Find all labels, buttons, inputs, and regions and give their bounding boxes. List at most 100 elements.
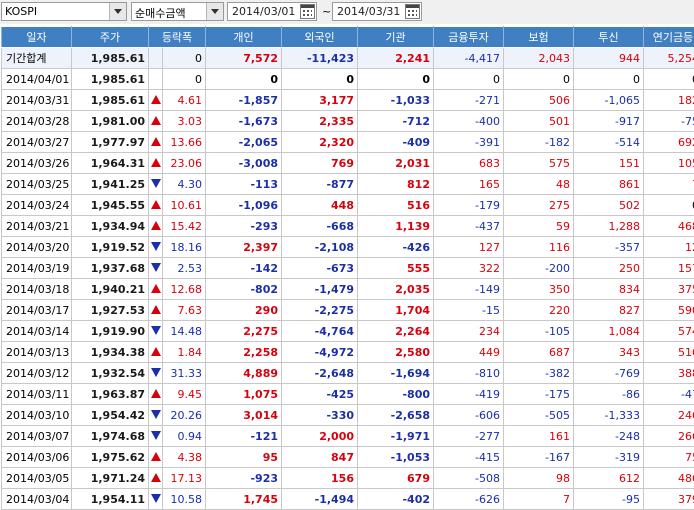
col-header-institution[interactable]: 기관 bbox=[358, 27, 434, 48]
cell-financial-investment: -179 bbox=[434, 195, 504, 216]
col-header-date[interactable]: 일자 bbox=[2, 27, 72, 48]
col-header-change[interactable]: 등락폭 bbox=[149, 27, 206, 48]
cell-foreign: -1,494 bbox=[282, 489, 358, 510]
calendar-icon[interactable] bbox=[300, 4, 315, 19]
cell-institution: 2,580 bbox=[358, 342, 434, 363]
cell-individual: 4,889 bbox=[206, 363, 282, 384]
cell-foreign: -330 bbox=[282, 405, 358, 426]
cell-price: 1,974.68 bbox=[72, 426, 149, 447]
cell-financial-investment: -419 bbox=[434, 384, 504, 405]
cell-institution: 0 bbox=[358, 69, 434, 90]
chevron-down-icon[interactable] bbox=[206, 3, 223, 20]
cell-change: 31.33 bbox=[163, 363, 206, 384]
cell-investment-trust: 944 bbox=[574, 48, 644, 69]
cell-investment-trust: -248 bbox=[574, 426, 644, 447]
cell-financial-investment: -626 bbox=[434, 489, 504, 510]
cell-date: 2014/03/18 bbox=[2, 279, 72, 300]
cell-insurance: 7 bbox=[504, 489, 574, 510]
cell-investment-trust: 250 bbox=[574, 258, 644, 279]
date-from-field[interactable]: 2014/03/01 bbox=[227, 2, 317, 21]
cell-financial-investment: -400 bbox=[434, 111, 504, 132]
cell-foreign: 847 bbox=[282, 447, 358, 468]
cell-change: 23.06 bbox=[163, 153, 206, 174]
cell-change: 0 bbox=[163, 48, 206, 69]
cell-date: 2014/03/19 bbox=[2, 258, 72, 279]
cell-change: 3.03 bbox=[163, 111, 206, 132]
cell-institution: 2,035 bbox=[358, 279, 434, 300]
cell-individual: -142 bbox=[206, 258, 282, 279]
col-header-price[interactable]: 주가 bbox=[72, 27, 149, 48]
cell-foreign: -2,648 bbox=[282, 363, 358, 384]
calendar-icon[interactable] bbox=[405, 4, 420, 19]
cell-price: 1,954.42 bbox=[72, 405, 149, 426]
cell-foreign: -668 bbox=[282, 216, 358, 237]
cell-direction bbox=[149, 90, 163, 111]
cell-pension: -47 bbox=[644, 384, 694, 405]
cell-change: 2.53 bbox=[163, 258, 206, 279]
cell-financial-investment: 322 bbox=[434, 258, 504, 279]
cell-pension: -75 bbox=[644, 111, 694, 132]
chevron-down-icon[interactable] bbox=[109, 3, 126, 20]
cell-institution: -712 bbox=[358, 111, 434, 132]
cell-change: 4.30 bbox=[163, 174, 206, 195]
cell-individual: -113 bbox=[206, 174, 282, 195]
cell-financial-investment: -4,417 bbox=[434, 48, 504, 69]
col-header-insurance[interactable]: 보험 bbox=[504, 27, 574, 48]
cell-individual: 2,258 bbox=[206, 342, 282, 363]
cell-change: 13.66 bbox=[163, 132, 206, 153]
date-to-field[interactable]: 2014/03/31 bbox=[332, 2, 422, 21]
metric-select[interactable]: 순매수금액 bbox=[131, 2, 224, 21]
up-triangle-icon bbox=[151, 221, 161, 230]
col-header-pension[interactable]: 연기금등 bbox=[644, 27, 694, 48]
cell-pension: 516 bbox=[644, 342, 694, 363]
cell-date: 2014/03/14 bbox=[2, 321, 72, 342]
col-header-investment-trust[interactable]: 투신 bbox=[574, 27, 644, 48]
col-header-financial-investment[interactable]: 금융투자 bbox=[434, 27, 504, 48]
cell-price: 1,977.97 bbox=[72, 132, 149, 153]
cell-price: 1,919.90 bbox=[72, 321, 149, 342]
cell-foreign: 2,320 bbox=[282, 132, 358, 153]
cell-individual: -293 bbox=[206, 216, 282, 237]
cell-individual: -2,065 bbox=[206, 132, 282, 153]
market-select[interactable]: KOSPI bbox=[1, 2, 127, 21]
cell-date: 2014/03/21 bbox=[2, 216, 72, 237]
up-triangle-icon bbox=[151, 116, 161, 125]
cell-institution: 812 bbox=[358, 174, 434, 195]
cell-individual: 290 bbox=[206, 300, 282, 321]
cell-pension: 266 bbox=[644, 426, 694, 447]
up-triangle-icon bbox=[151, 137, 161, 146]
cell-date: 기간합계 bbox=[2, 48, 72, 69]
date-range-separator: ~ bbox=[322, 5, 331, 18]
cell-direction bbox=[149, 468, 163, 489]
cell-individual: 95 bbox=[206, 447, 282, 468]
table-row[interactable]: 2014/04/011,985.6100000000 bbox=[2, 69, 694, 90]
cell-investment-trust: 827 bbox=[574, 300, 644, 321]
col-header-foreign[interactable]: 외국인 bbox=[282, 27, 358, 48]
cell-individual: -1,857 bbox=[206, 90, 282, 111]
cell-change: 0.94 bbox=[163, 426, 206, 447]
cell-change: 12.68 bbox=[163, 279, 206, 300]
cell-date: 2014/03/24 bbox=[2, 195, 72, 216]
col-header-individual[interactable]: 개인 bbox=[206, 27, 282, 48]
